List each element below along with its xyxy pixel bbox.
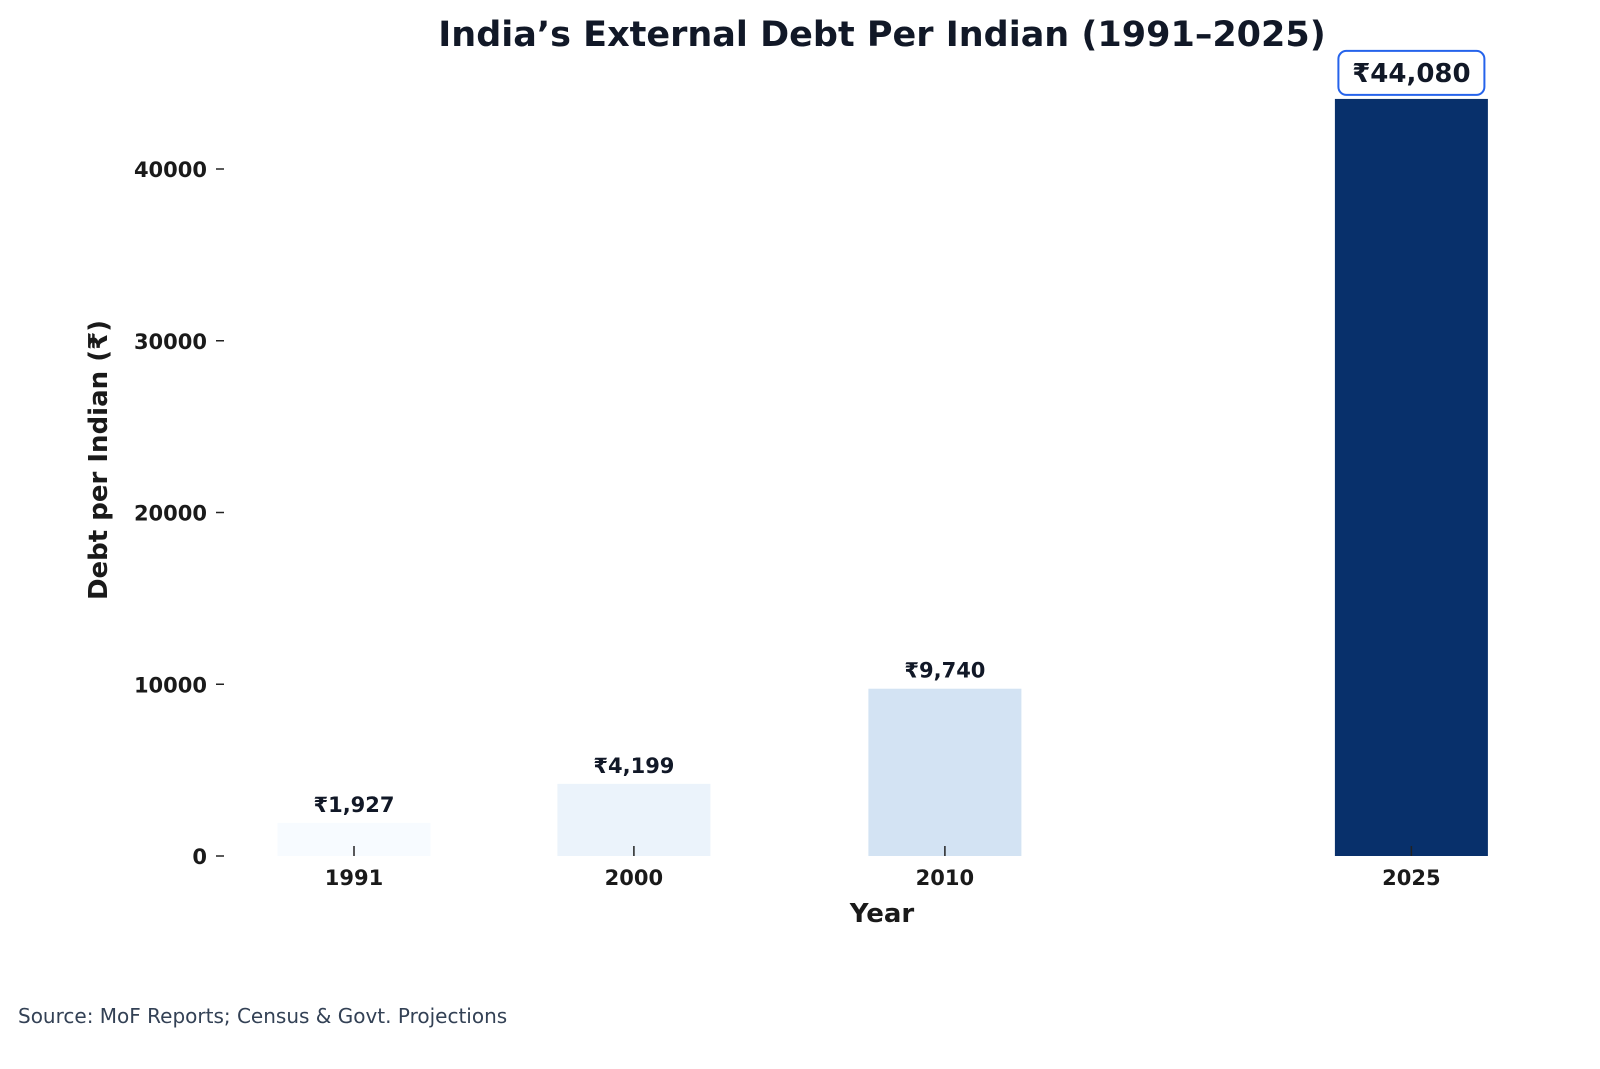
chart-title: India’s External Debt Per Indian (1991–2… bbox=[438, 15, 1325, 55]
bar-2000 bbox=[557, 783, 711, 856]
highlight-label-box bbox=[1337, 49, 1486, 96]
y-tick-label: 20000 bbox=[134, 502, 207, 526]
x-tick-label: 2010 bbox=[916, 866, 974, 890]
data-label: ₹1,927 bbox=[313, 793, 394, 817]
bar-2025 bbox=[1334, 98, 1488, 856]
data-label: ₹44,080 bbox=[1352, 59, 1470, 89]
source-note: Source: MoF Reports; Census & Govt. Proj… bbox=[18, 1004, 507, 1028]
data-label: ₹4,199 bbox=[593, 754, 674, 778]
y-tick-label: 10000 bbox=[134, 673, 207, 697]
x-tick-label: 2025 bbox=[1382, 866, 1440, 890]
x-tick-label: 1991 bbox=[325, 866, 383, 890]
y-axis-label: Debt per Indian (₹) bbox=[84, 320, 114, 600]
y-tick-label: 40000 bbox=[134, 158, 207, 182]
bar-2010 bbox=[868, 688, 1022, 856]
x-axis-label: Year bbox=[849, 899, 915, 929]
y-tick-label: 0 bbox=[192, 845, 207, 869]
y-tick-label: 30000 bbox=[134, 330, 207, 354]
x-tick-label: 2000 bbox=[605, 866, 663, 890]
data-label: ₹9,740 bbox=[904, 659, 985, 683]
